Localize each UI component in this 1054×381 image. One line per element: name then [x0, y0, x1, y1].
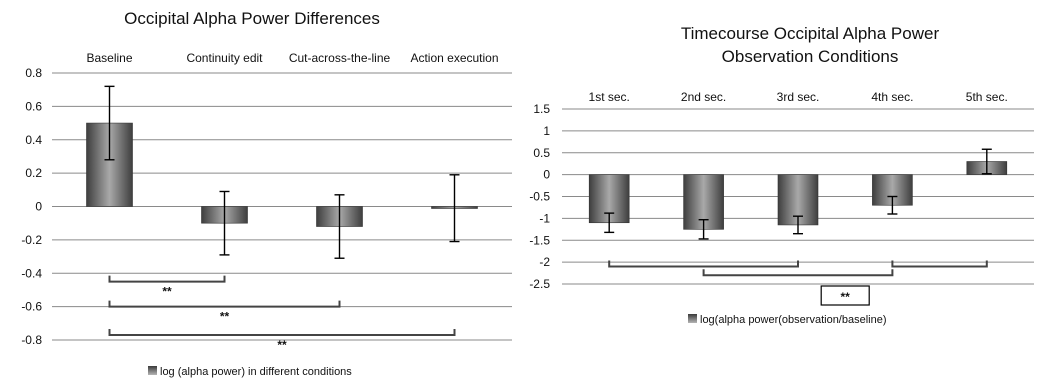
chart2-subtitle: Observation Conditions [722, 47, 899, 66]
y-tick-label: 0 [543, 168, 550, 182]
y-tick-label: 0.2 [25, 166, 42, 180]
category-label: Cut-across-the-line [289, 51, 391, 65]
y-tick-label: 1.5 [533, 102, 550, 116]
y-tick-label: -0.4 [21, 266, 42, 280]
y-tick-label: -0.2 [21, 233, 42, 247]
chart1-title: Occipital Alpha Power Differences [124, 9, 380, 28]
significance-label: ** [162, 285, 172, 299]
category-label: 3rd sec. [777, 90, 820, 104]
y-tick-label: -1.5 [529, 233, 550, 247]
category-label: Continuity edit [186, 51, 263, 65]
chart1-legend-label: log (alpha power) in different condition… [160, 366, 352, 378]
legend-swatch [688, 314, 697, 323]
significance-bracket [108, 300, 341, 308]
significance-bracket [108, 275, 226, 283]
y-tick-label: 0.5 [533, 146, 550, 160]
legend-swatch [148, 366, 157, 375]
y-tick-label: 0.4 [25, 133, 42, 147]
significance-box [820, 285, 870, 306]
y-tick-label: 0.8 [25, 66, 42, 80]
category-label: Action execution [410, 51, 498, 65]
category-label: Baseline [86, 51, 132, 65]
chart2-plot: 1.5 1 0.5 0 -0.5 -1 -1.5 -2 -2.5 1st sec. 2nd sec.… [529, 90, 1034, 306]
y-tick-label: 0 [35, 200, 42, 214]
significance-bracket [608, 260, 799, 268]
category-label: 2nd sec. [681, 90, 726, 104]
significance-bracket [702, 269, 894, 277]
y-tick-label: -0.5 [529, 190, 550, 204]
chart2-legend-label: log(alpha power(observation/baseline) [700, 314, 887, 326]
significance-label: ** [841, 290, 851, 304]
y-tick-label: -0.8 [21, 333, 42, 347]
significance-label: ** [220, 310, 230, 324]
y-tick-label: -2 [539, 255, 550, 269]
category-label: 1st sec. [589, 90, 630, 104]
y-tick-label: -2.5 [529, 277, 550, 291]
significance-bracket [891, 260, 988, 268]
chart2-legend: log(alpha power(observation/baseline) [688, 314, 887, 326]
chart1-legend: log (alpha power) in different condition… [148, 366, 352, 378]
chart1-plot: 0.8 0.6 0.4 0.2 0 -0.2 -0.4 -0.6 -0.8 Baseline Con… [21, 51, 512, 352]
y-tick-label: -1 [539, 211, 550, 225]
y-tick-label: -0.6 [21, 300, 42, 314]
category-label: 4th sec. [871, 90, 913, 104]
chart2-title: Timecourse Occipital Alpha Power [681, 24, 940, 43]
y-tick-label: 1 [543, 124, 550, 138]
y-tick-label: 0.6 [25, 99, 42, 113]
category-label: 5th sec. [966, 90, 1008, 104]
significance-bracket [108, 328, 456, 336]
significance-label: ** [277, 338, 287, 352]
